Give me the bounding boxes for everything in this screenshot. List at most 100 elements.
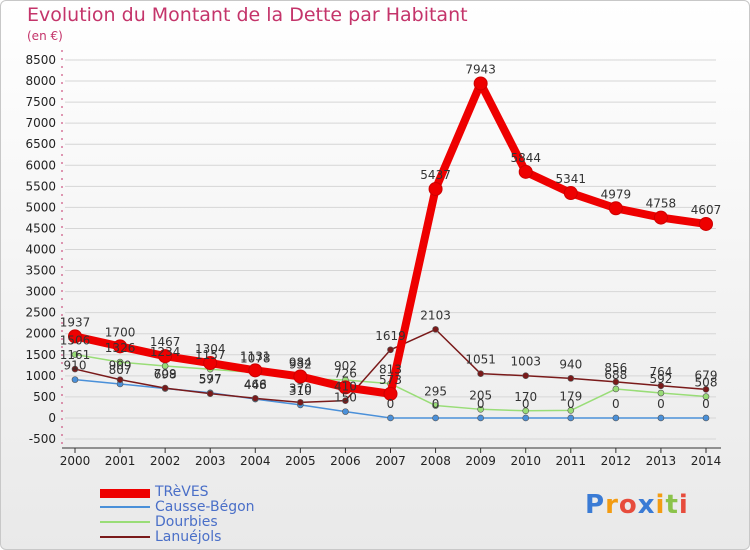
- data-point: [158, 349, 173, 364]
- data-label: 764: [649, 365, 672, 379]
- y-tick-label: 4500: [25, 221, 56, 235]
- data-label: 1619: [375, 329, 406, 343]
- data-label: 902: [334, 359, 357, 373]
- data-point: [567, 375, 575, 382]
- data-point: [612, 378, 620, 386]
- data-point: [657, 389, 665, 397]
- data-point: [702, 393, 710, 400]
- data-label: 0: [702, 397, 710, 411]
- x-tick-label: 2011: [556, 454, 587, 468]
- data-label: 573: [379, 373, 402, 387]
- data-point: [71, 376, 79, 383]
- data-label: 688: [604, 368, 627, 382]
- data-label: 940: [559, 357, 582, 371]
- data-point: [563, 186, 578, 201]
- data-point: [383, 386, 398, 401]
- data-label: 807: [109, 363, 132, 377]
- x-tick-label: 2009: [465, 454, 496, 468]
- data-label: 856: [604, 361, 627, 375]
- data-label: 909: [109, 359, 132, 373]
- data-point: [387, 346, 394, 354]
- data-label: 205: [469, 388, 492, 402]
- data-label: 592: [649, 372, 672, 386]
- data-label: 709: [154, 367, 177, 381]
- data-label: 0: [477, 397, 485, 411]
- data-point: [342, 408, 349, 415]
- data-point: [297, 399, 304, 406]
- data-label: 1003: [510, 355, 541, 369]
- data-point: [338, 380, 353, 395]
- x-tick-label: 2007: [375, 454, 406, 468]
- data-label: 1326: [105, 341, 136, 355]
- data-label: 813: [379, 363, 402, 377]
- y-tick-label: 7000: [25, 116, 56, 130]
- data-label: 1234: [150, 345, 181, 359]
- x-tick-label: 2013: [646, 454, 677, 468]
- data-point: [113, 339, 128, 354]
- y-tick-label: 500: [33, 390, 56, 404]
- y-tick-label: 8000: [25, 74, 56, 88]
- data-point: [522, 407, 530, 415]
- data-label: 679: [695, 368, 718, 382]
- data-label: 1937: [60, 315, 91, 329]
- logo-letter: x: [637, 490, 656, 520]
- data-label: 4979: [601, 187, 632, 201]
- data-label: 0: [612, 397, 620, 411]
- axes: 8500800075007000650060005500500045004000…: [25, 50, 721, 468]
- x-tick-label: 2001: [105, 454, 136, 468]
- logo-letter: i: [678, 490, 689, 520]
- data-point: [612, 385, 620, 393]
- y-tick-label: 5500: [25, 179, 56, 193]
- x-tick-label: 2008: [420, 454, 451, 468]
- data-point: [251, 395, 259, 402]
- data-label: 698: [154, 368, 177, 382]
- data-label: 1506: [60, 334, 91, 348]
- data-label: 5844: [510, 151, 541, 165]
- data-point: [293, 369, 308, 384]
- data-label: 466: [244, 377, 267, 391]
- x-tick-label: 2000: [60, 454, 91, 468]
- data-label: 508: [695, 376, 718, 390]
- x-tick-label: 2010: [510, 454, 541, 468]
- data-label: 2103: [420, 308, 451, 322]
- y-tick-label: 1500: [25, 348, 56, 362]
- y-tick-label: 6500: [25, 137, 56, 151]
- data-label: 0: [522, 397, 530, 411]
- legend-swatch-dourbies: [100, 521, 150, 523]
- data-label: 597: [199, 372, 222, 386]
- data-point: [477, 406, 484, 413]
- y-tick-label: 4000: [25, 243, 56, 257]
- logo-letter: P: [585, 490, 606, 520]
- y-tick-label: 0: [48, 411, 56, 425]
- legend-label-causse-begon: Causse-Bégon: [155, 499, 255, 515]
- data-label: 170: [514, 390, 537, 404]
- y-tick-label: 5000: [25, 200, 56, 214]
- data-point: [702, 386, 710, 393]
- data-point: [612, 414, 620, 422]
- data-label: 0: [387, 397, 395, 411]
- data-label: 910: [64, 359, 87, 373]
- data-label: 577: [199, 373, 222, 387]
- proxiti-logo: Proxiti: [585, 490, 689, 520]
- x-tick-label: 2006: [330, 454, 361, 468]
- data-point: [699, 216, 713, 231]
- data-label: 5437: [420, 168, 451, 182]
- x-tick-label: 2005: [285, 454, 316, 468]
- chart-subtitle: (en €): [27, 29, 63, 43]
- legend-label-dourbies: Dourbies: [155, 514, 218, 530]
- data-point: [657, 382, 665, 390]
- y-tick-label: 2000: [25, 327, 56, 341]
- legend-label-treves: TRèVES: [155, 484, 209, 500]
- data-point: [71, 365, 79, 373]
- chart-title: Evolution du Montant de la Dette par Hab…: [27, 4, 468, 26]
- data-point: [477, 370, 484, 377]
- data-point: [522, 414, 530, 422]
- legend-swatch-causse-begon: [100, 506, 150, 508]
- data-label: 984: [289, 356, 312, 370]
- series-lines: [68, 76, 713, 422]
- data-point: [387, 414, 394, 422]
- data-point: [567, 414, 575, 422]
- data-point: [567, 407, 575, 414]
